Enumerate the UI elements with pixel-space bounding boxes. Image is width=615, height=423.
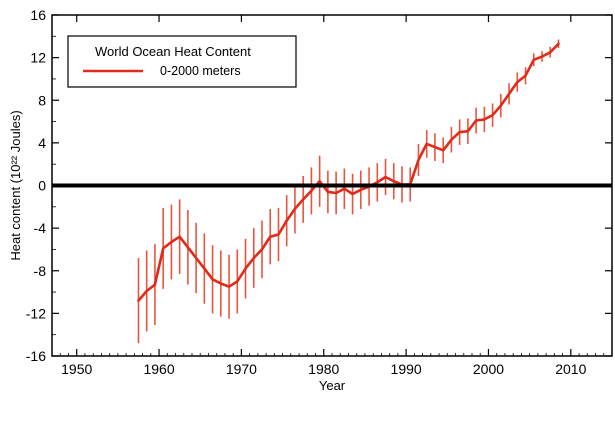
x-tick-label: 2000 [473,361,504,377]
y-tick-label: 8 [38,92,46,108]
axis-tick-labels: 1950 1960 1970 1980 1990 2000 2010 -16 -12 -8 -4 0 4… [26,7,587,377]
y-tick-label: -8 [34,263,47,279]
x-tick-label: 1970 [226,361,257,377]
x-tick-label: 1960 [143,361,174,377]
series-line [137,42,560,302]
y-tick-label: -16 [26,348,46,364]
x-tick-label: 1950 [61,361,92,377]
y-tick-label: -12 [26,305,46,321]
legend-series-label: 0-2000 meters [160,64,241,78]
y-tick-label: 16 [30,7,46,23]
series-line-group [137,42,560,302]
legend: World Ocean Heat Content 0-2000 meters [67,35,297,88]
y-axis-title: Heat content (10²² Joules) [8,110,23,260]
legend-title: World Ocean Heat Content [95,44,251,59]
x-tick-label: 1990 [391,361,422,377]
x-tick-label: 1980 [308,361,339,377]
axis-ticks [51,14,613,357]
legend-box [67,35,297,88]
y-tick-label: -4 [34,220,47,236]
x-axis-title: Year [319,378,346,393]
x-tick-label: 2010 [555,361,586,377]
y-tick-label: 0 [38,178,46,194]
y-tick-label: 4 [38,135,46,151]
y-tick-label: 12 [30,50,46,66]
